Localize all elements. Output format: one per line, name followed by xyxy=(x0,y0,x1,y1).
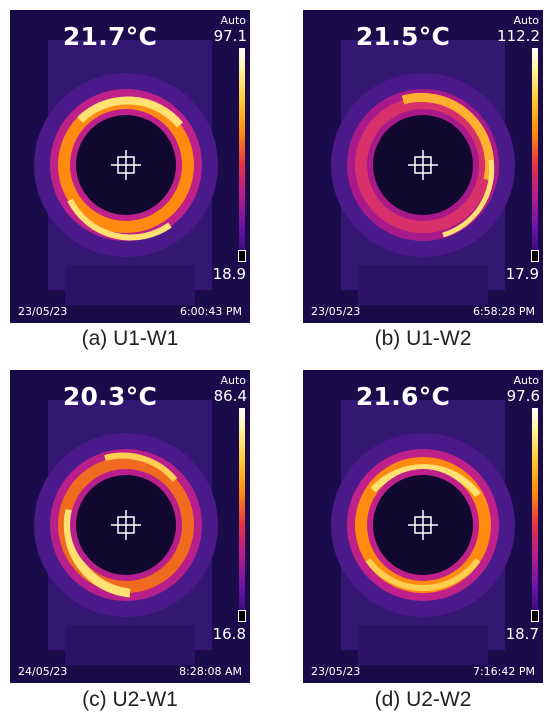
thermal-image xyxy=(10,10,250,323)
color-scale-bar xyxy=(239,408,245,620)
temperature-reading: 21.6°C xyxy=(355,382,451,411)
capture-date: 23/05/23 xyxy=(311,305,361,318)
color-scale-bar xyxy=(532,408,538,620)
thermal-panel-b: 21.5°C Auto 112.2 17.9 23/05/23 6:58:28 … xyxy=(303,10,543,323)
scale-max: 112.2 xyxy=(497,27,540,45)
color-scale-bar xyxy=(532,48,538,260)
scale-mode-label: Auto xyxy=(220,374,246,387)
capture-date: 23/05/23 xyxy=(311,665,361,678)
panel-caption: (d) U2-W2 xyxy=(374,688,472,711)
scale-mode-label: Auto xyxy=(220,14,246,27)
thermal-panel-d: 21.6°C Auto 97.6 18.7 23/05/23 7:16:42 P… xyxy=(303,370,543,683)
scale-marker xyxy=(238,250,246,262)
temperature-reading: 20.3°C xyxy=(62,382,158,411)
temperature-reading: 21.5°C xyxy=(355,22,451,51)
capture-time: 8:28:08 AM xyxy=(179,665,242,678)
panel-caption: (b) U1-W2 xyxy=(374,327,472,350)
panel-caption: (c) U2-W1 xyxy=(82,688,178,711)
scale-max: 97.6 xyxy=(506,387,540,405)
scale-min: 18.9 xyxy=(212,265,246,283)
thermal-image xyxy=(303,10,543,323)
thermal-image xyxy=(303,370,543,683)
thermal-panel-c: 20.3°C Auto 86.4 16.8 24/05/23 8:28:08 A… xyxy=(10,370,250,683)
scale-marker xyxy=(238,610,246,622)
scale-max: 97.1 xyxy=(213,27,247,45)
capture-date: 23/05/23 xyxy=(18,305,68,318)
scale-mode-label: Auto xyxy=(513,374,539,387)
color-scale-bar xyxy=(239,48,245,260)
scale-max: 86.4 xyxy=(213,387,247,405)
scale-min: 17.9 xyxy=(505,265,539,283)
capture-time: 7:16:42 PM xyxy=(472,665,535,678)
capture-time: 6:00:43 PM xyxy=(179,305,242,318)
thermal-panel-a: 21.7°C Auto 97.1 18.9 23/05/23 6:00:43 P… xyxy=(10,10,250,323)
scale-marker xyxy=(531,250,539,262)
capture-date: 24/05/23 xyxy=(18,665,68,678)
scale-min: 16.8 xyxy=(212,625,246,643)
capture-time: 6:58:28 PM xyxy=(472,305,535,318)
panel-caption: (a) U1-W1 xyxy=(81,327,179,350)
temperature-reading: 21.7°C xyxy=(62,22,158,51)
thermal-image xyxy=(10,370,250,683)
scale-marker xyxy=(531,610,539,622)
scale-mode-label: Auto xyxy=(513,14,539,27)
scale-min: 18.7 xyxy=(505,625,539,643)
